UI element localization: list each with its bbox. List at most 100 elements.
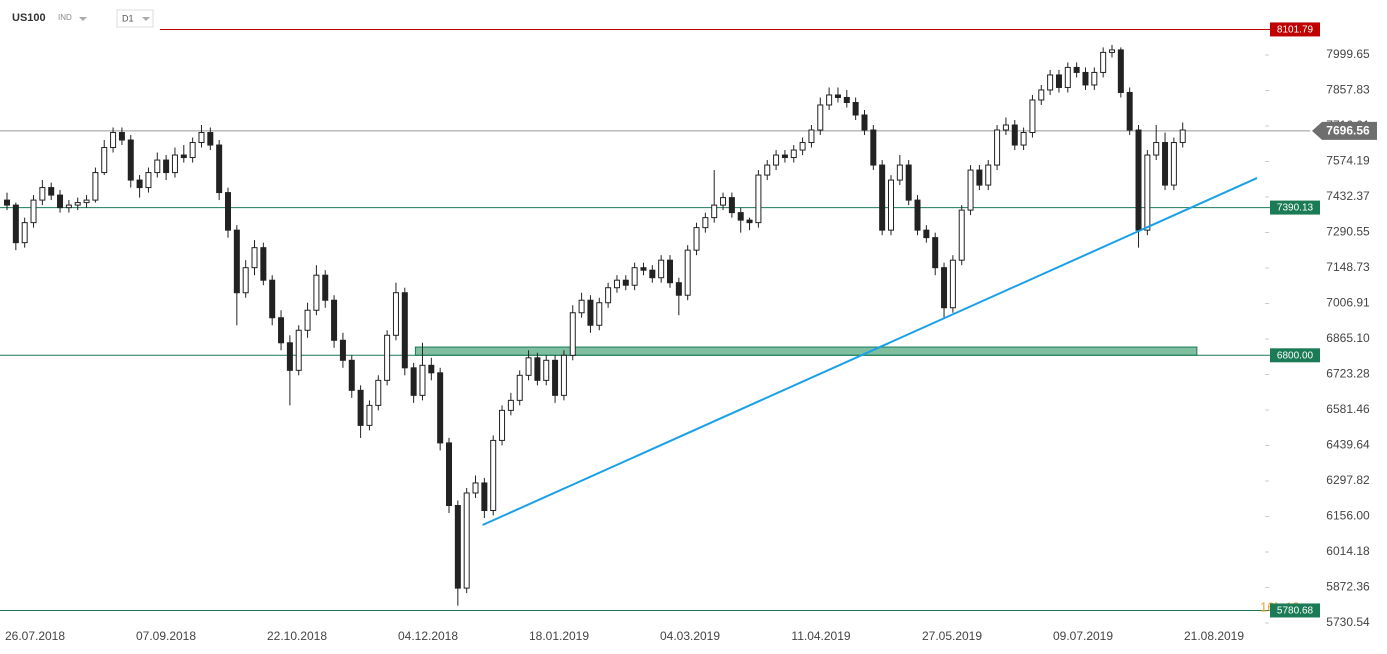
candle-body (693, 227, 700, 251)
candle-body (304, 309, 311, 331)
dropdown-arrow[interactable] (79, 17, 87, 21)
candle-body (684, 249, 691, 296)
candle-body (764, 164, 771, 176)
candle-body (976, 169, 983, 186)
header: US100 IND D1 (12, 9, 154, 28)
candle-body (702, 217, 709, 229)
market: IND (58, 13, 72, 22)
candle-body (613, 279, 620, 289)
candle-body (463, 492, 470, 589)
candle-body (313, 274, 320, 311)
candle-body (1100, 51, 1107, 73)
y-tick-label: 5872.36 (1326, 580, 1370, 594)
candle-body (826, 94, 833, 106)
candle-body (640, 267, 647, 271)
candle-body (967, 169, 974, 211)
candle-body (446, 442, 452, 506)
candle-body (1091, 71, 1098, 86)
y-tick-label: 7148.73 (1326, 260, 1370, 274)
candle-body (1153, 142, 1160, 156)
candle-body (905, 164, 912, 201)
candle-body (507, 399, 514, 411)
candle-body (596, 302, 603, 326)
price-zone (414, 346, 1198, 356)
candle-body (888, 179, 894, 231)
y-tick-label: 7857.83 (1326, 83, 1370, 97)
candle-body (145, 172, 152, 189)
candle-body (605, 287, 612, 304)
candle-body (534, 357, 541, 381)
candle-body (516, 374, 523, 401)
level-label-box (1270, 22, 1320, 37)
candle-body (728, 197, 735, 214)
level-label-box (1270, 200, 1320, 215)
candle-body (622, 279, 629, 286)
candle-body (251, 247, 258, 269)
y-tick-label: 7290.55 (1326, 225, 1370, 239)
candle-body (914, 199, 921, 231)
candle-body (799, 142, 806, 151)
timeframe[interactable]: D1 (122, 13, 134, 23)
candle-body (39, 187, 46, 201)
candle-body (932, 237, 939, 269)
symbol[interactable]: US100 (12, 12, 46, 24)
level-label: 8101.79 (1277, 25, 1314, 36)
candle-body (755, 174, 762, 224)
x-tick-label: 07.09.2018 (136, 629, 196, 643)
candle-body (1179, 129, 1186, 144)
candle-body (941, 267, 948, 309)
x-tick-label: 21.08.2019 (1184, 629, 1244, 643)
candle-body (83, 199, 90, 204)
candle-body (180, 154, 187, 159)
y-tick-label: 5730.54 (1326, 615, 1370, 629)
x-tick-label: 26.07.2018 (5, 629, 65, 643)
candle-body (808, 129, 815, 144)
candle-body (1029, 99, 1036, 134)
y-tick-label: 7432.37 (1326, 189, 1370, 203)
candle-body (879, 164, 886, 231)
candle-body (923, 229, 930, 239)
y-tick-label: 6439.64 (1326, 438, 1370, 452)
candle-body (171, 154, 178, 174)
candle-body (437, 372, 444, 444)
x-tick-label: 22.10.2018 (267, 629, 327, 643)
candle-body (30, 199, 37, 224)
candle-body (499, 409, 506, 441)
x-tick-label: 27.05.2019 (922, 629, 982, 643)
candle-body (994, 129, 1001, 166)
candle-body (136, 179, 143, 189)
candle-body (1064, 66, 1071, 88)
candle-body (189, 142, 196, 159)
candle-body (48, 187, 55, 196)
timeframe-box[interactable] (116, 9, 154, 28)
candle-body (1047, 74, 1054, 91)
candle-body (57, 194, 64, 209)
candle-body (74, 202, 81, 206)
candle-body (861, 114, 868, 131)
candle-body (207, 132, 214, 146)
candle-body (1002, 124, 1009, 131)
candle-body (552, 359, 559, 396)
candle-body (578, 299, 585, 314)
candle-body (490, 439, 497, 512)
dropdown-arrow[interactable] (142, 17, 150, 21)
candle-body (348, 359, 355, 391)
candle-body (163, 159, 170, 174)
y-tick-label: 6723.28 (1326, 367, 1370, 381)
candle-body (790, 149, 797, 159)
candle-body (428, 364, 435, 374)
candle-body (101, 147, 108, 174)
y-tick-label: 6297.82 (1326, 473, 1370, 487)
candle-body (720, 197, 727, 206)
candle-body (525, 357, 532, 376)
candle-body (12, 204, 19, 244)
candle-body (1117, 49, 1124, 93)
candle-body (242, 267, 249, 294)
candle-body (1162, 142, 1169, 186)
candle-body (481, 482, 488, 512)
candle-body (269, 279, 276, 319)
candle-body (746, 219, 753, 224)
candle-body (649, 269, 656, 279)
candle-body (949, 259, 956, 309)
y-tick-label: 7999.65 (1326, 47, 1370, 61)
